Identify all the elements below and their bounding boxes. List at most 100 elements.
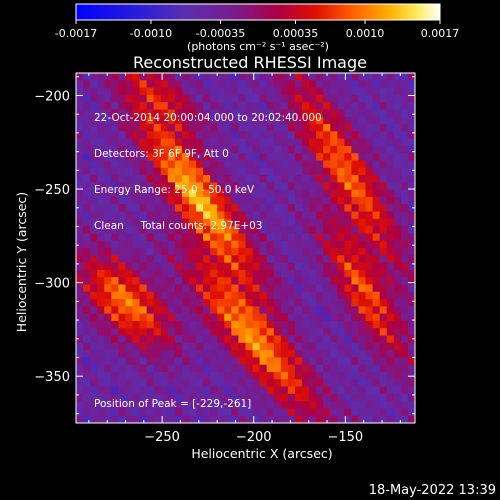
heatmap-cell [351,291,360,300]
heatmap-cell [358,131,367,140]
heatmap-cell [302,342,310,351]
heatmap-cell [287,94,296,103]
heatmap-cell [273,240,282,249]
heatmap-cell [224,342,232,351]
heatmap-cell [238,401,247,410]
heatmap-cell [309,240,317,249]
heatmap-cell [266,102,275,111]
heatmap-cell [83,401,91,410]
heatmap-cell [400,167,409,176]
heatmap-cell [76,255,84,264]
heatmap-cell [210,87,218,96]
heatmap-cell [287,226,296,235]
heatmap-cell [344,401,353,410]
heatmap-cell [76,182,84,191]
heatmap-cell [287,291,296,300]
heatmap-cell [280,299,289,307]
heatmap-cell [386,80,395,89]
heatmap-cell [238,153,247,162]
heatmap-cell [90,401,98,410]
heatmap-cell [224,313,232,322]
heatmap-cell [400,80,409,89]
heatmap-cell [125,291,134,300]
heatmap-cell [231,364,240,373]
heatmap-cell [294,335,303,344]
heatmap-cell [358,138,367,147]
heatmap-cell [97,73,105,81]
heatmap-cell [153,87,162,96]
heatmap-cell [181,175,190,183]
heatmap-cell [330,102,338,111]
heatmap-cell [104,277,112,286]
heatmap-cell [90,116,98,125]
heatmap-cell [181,160,190,169]
heatmap-cell [90,218,98,227]
heatmap-cell [146,277,155,286]
heatmap-cell [280,357,289,366]
heatmap-cell [337,408,345,417]
heatmap-cell [76,167,84,176]
heatmap-cell [280,131,289,140]
heatmap-cell [407,189,415,198]
heatmap-cell [217,73,225,81]
heatmap-cell [309,306,317,315]
heatmap-cell [217,109,225,118]
heatmap-cell [203,342,211,351]
heatmap-cell [146,262,155,271]
heatmap-cell [393,248,402,256]
heatmap-cell [386,393,395,402]
heatmap-cell [344,408,353,417]
heatmap-cell [196,160,204,169]
heatmap-cell [294,175,303,183]
heatmap-cell [104,371,112,380]
heatmap-cell [330,393,338,402]
heatmap-cell [132,182,141,191]
heatmap-cell [203,87,211,96]
heatmap-cell [280,145,289,154]
heatmap-cell [146,379,155,388]
heatmap-cell [231,262,240,271]
heatmap-cell [252,408,261,417]
heatmap-cell [259,226,268,235]
heatmap-cell [407,87,415,96]
heatmap-cell [153,248,162,256]
heatmap-cell [146,240,155,249]
heatmap-cell [174,299,183,307]
heatmap-cell [266,291,275,300]
heatmap-cell [146,218,155,227]
heatmap-cell [118,138,127,147]
heatmap-cell [252,357,261,366]
heatmap-cell [132,255,141,264]
heatmap-cell [358,233,367,242]
heatmap-cell [294,350,303,358]
heatmap-cell [302,320,310,329]
heatmap-cell [174,393,183,402]
heatmap-cell [337,306,345,315]
heatmap-cell [196,364,204,373]
heatmap-cell [351,196,360,205]
heatmap-cell [386,87,395,96]
heatmap-cell [252,248,261,256]
heatmap-cell [125,313,134,322]
heatmap-cell [167,196,176,205]
heatmap-cell [231,350,240,358]
heatmap-cell [245,204,254,213]
heatmap-cell [139,379,148,388]
heatmap-cell [118,393,127,402]
peak-position-text: Position of Peak = [-229,-261] [94,398,252,410]
heatmap-cell [167,357,176,366]
heatmap-cell [309,277,317,286]
heatmap-cell [309,124,317,132]
heatmap-cell [252,102,261,111]
heatmap-cell [224,240,232,249]
heatmap-cell [189,211,197,220]
heatmap-cell [174,233,183,242]
heatmap-cell [132,262,141,271]
heatmap-cell [104,80,112,89]
heatmap-cell [231,277,240,286]
heatmap-cell [316,240,324,249]
heatmap-cell [210,131,218,140]
heatmap-cell [337,240,345,249]
heatmap-cell [139,415,148,423]
heatmap-cell [125,189,134,198]
